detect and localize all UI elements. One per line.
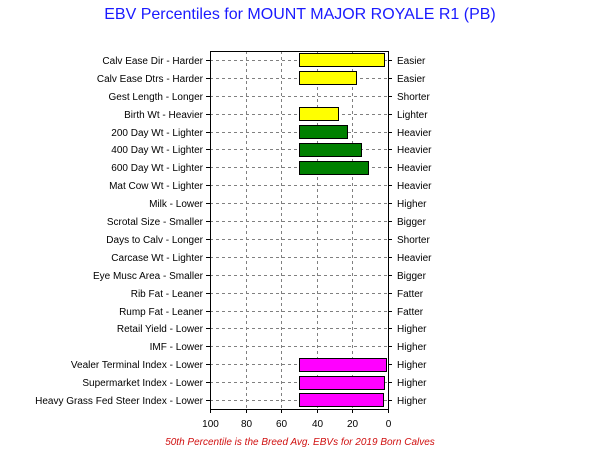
trait-label-left: Carcase Wt - Lighter <box>111 253 203 264</box>
x-axis-tick-labels: 100 80 60 40 20 0 <box>202 419 392 430</box>
x-tick-label: 0 <box>386 419 392 430</box>
trait-label-left: 200 Day Wt - Lighter <box>111 128 203 139</box>
trait-label-left: Calv Ease Dtrs - Harder <box>97 74 204 85</box>
trait-label-right: Higher <box>397 324 427 335</box>
trait-label-left: Calv Ease Dir - Harder <box>102 56 203 67</box>
percentile-bar <box>299 125 348 139</box>
percentile-bar <box>299 71 357 85</box>
trait-label-left: Vealer Terminal Index - Lower <box>71 360 204 371</box>
trait-label-left: Rib Fat - Leaner <box>131 289 204 300</box>
trait-label-right: Fatter <box>397 289 424 300</box>
trait-label-right: Higher <box>397 342 427 353</box>
trait-label-left: Supermarket Index - Lower <box>82 378 203 389</box>
trait-label-left: 600 Day Wt - Lighter <box>111 163 203 174</box>
percentile-bar <box>299 107 339 121</box>
trait-label-left: Days to Calv - Longer <box>106 235 203 246</box>
trait-label-right: Heavier <box>397 181 432 192</box>
trait-label-right: Bigger <box>397 217 427 228</box>
x-tick-label: 100 <box>202 419 219 430</box>
trait-label-left: Rump Fat - Leaner <box>119 307 204 318</box>
trait-label-right: Bigger <box>397 271 427 282</box>
trait-label-right: Heavier <box>397 163 432 174</box>
x-tick-label: 60 <box>276 419 288 430</box>
percentile-bar <box>299 161 369 175</box>
tick-marks <box>206 60 392 413</box>
bar-group <box>299 53 387 407</box>
trait-label-right: Easier <box>397 56 426 67</box>
trait-label-left: Eye Musc Area - Smaller <box>93 271 204 282</box>
x-tick-label: 80 <box>241 419 253 430</box>
trait-label-left: Heavy Grass Fed Steer Index - Lower <box>35 396 204 407</box>
trait-label-left: IMF - Lower <box>150 342 204 353</box>
trait-label-left: Scrotal Size - Smaller <box>107 217 204 228</box>
grid-lines <box>210 51 388 409</box>
percentile-bar <box>299 376 385 390</box>
chart-title: EBV Percentiles for MOUNT MAJOR ROYALE R… <box>104 6 496 23</box>
trait-label-left: Milk - Lower <box>149 199 204 210</box>
percentile-bar <box>299 358 387 372</box>
trait-label-right: Heavier <box>397 253 432 264</box>
x-tick-label: 20 <box>347 419 359 430</box>
trait-label-right: Heavier <box>397 145 432 156</box>
trait-label-left: Gest Length - Longer <box>108 92 203 103</box>
trait-label-right: Higher <box>397 378 427 389</box>
percentile-bar <box>299 53 385 67</box>
trait-label-left: Mat Cow Wt - Lighter <box>109 181 204 192</box>
percentile-bar <box>299 393 384 407</box>
x-tick-label: 40 <box>312 419 324 430</box>
trait-label-right: Lighter <box>397 110 428 121</box>
trait-label-left: Retail Yield - Lower <box>117 324 204 335</box>
chart-footnote: 50th Percentile is the Breed Avg. EBVs f… <box>165 437 435 448</box>
trait-label-left: Birth Wt - Heavier <box>124 110 204 121</box>
trait-label-right: Fatter <box>397 307 424 318</box>
trait-label-right: Higher <box>397 199 427 210</box>
plot-frame <box>210 51 389 410</box>
trait-label-right: Higher <box>397 360 427 371</box>
trait-labels: Calv Ease Dir - Harder Easier Calv Ease Dt… <box>35 56 432 407</box>
trait-label-right: Shorter <box>397 235 430 246</box>
trait-label-right: Higher <box>397 396 427 407</box>
trait-label-left: 400 Day Wt - Lighter <box>111 145 203 156</box>
trait-label-right: Heavier <box>397 128 432 139</box>
trait-label-right: Easier <box>397 74 426 85</box>
trait-label-right: Shorter <box>397 92 430 103</box>
percentile-bar <box>299 143 362 157</box>
